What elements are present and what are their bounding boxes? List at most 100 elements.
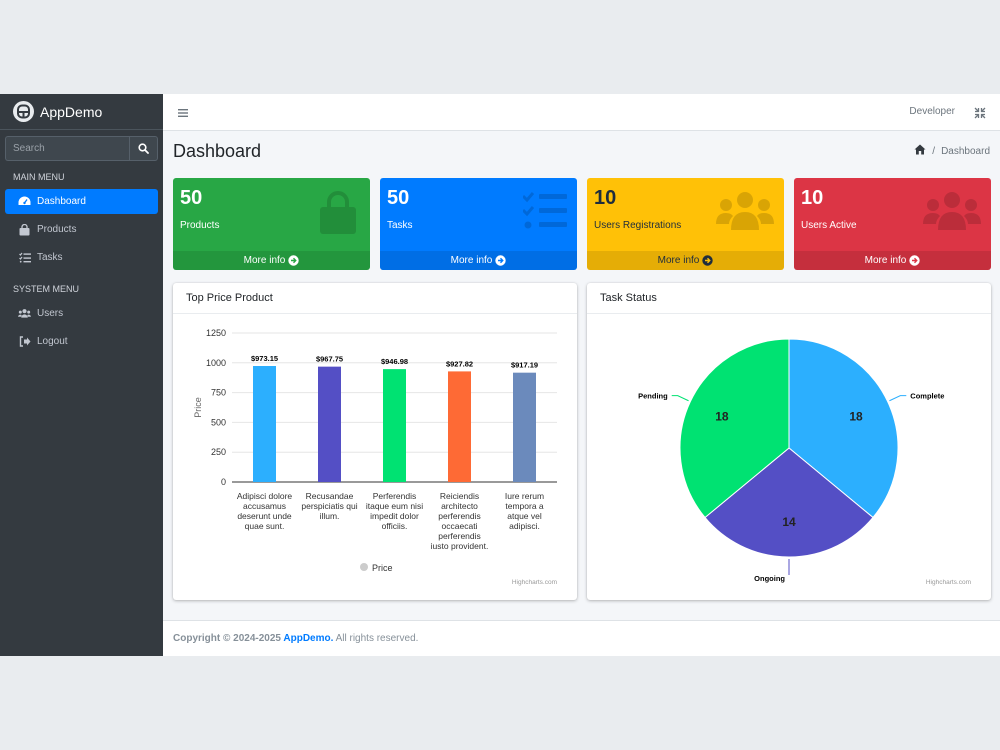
search-icon — [138, 143, 149, 154]
x-tick-label: perspiciatis qui — [301, 501, 357, 511]
bar[interactable] — [318, 366, 341, 482]
box-label: Tasks — [387, 220, 413, 231]
task-status-pie-chart: 18 Complete 14 Ongoing 18 Pending Highcharts.c… — [638, 338, 971, 586]
bar-data-label: $917.19 — [511, 361, 538, 370]
x-tick-label: Perferendis — [373, 491, 416, 501]
pie-slice[interactable] — [679, 338, 790, 519]
breadcrumb-separator: / — [932, 145, 936, 157]
y-tick-label: 0 — [221, 477, 226, 487]
slice-value-label: 18 — [849, 409, 863, 423]
x-tick-label: Iure rerum — [505, 491, 544, 501]
top-price-bar-chart: 0 250 500 750 1000 1250 Price $973.15 Adipisci d… — [193, 328, 557, 586]
top-price-product-card: Top Price Product 0 250 500 750 1000 1250 Pric… — [173, 283, 577, 600]
top-navbar: Developer — [163, 94, 1000, 131]
bar-data-label: $946.98 — [381, 357, 408, 366]
hamburger-menu-icon[interactable] — [177, 106, 189, 118]
slice-connector — [671, 395, 689, 402]
credits-text[interactable]: Highcharts.com — [512, 579, 557, 586]
footer-brand-link[interactable]: AppDemo. — [283, 633, 334, 644]
sidebar-item-label: Products — [37, 224, 77, 235]
shopping-bag-icon — [18, 223, 31, 236]
slice-connector — [889, 395, 907, 402]
x-tick-label: impedit dolor — [370, 511, 419, 521]
y-tick-label: 500 — [211, 417, 226, 427]
sidebar-item-label: Users — [37, 308, 64, 319]
small-box-user-registrations: 10 Users Registrations More info — [587, 178, 784, 270]
home-icon[interactable] — [914, 144, 926, 158]
search-button[interactable] — [129, 136, 158, 161]
logout-icon — [18, 336, 31, 348]
arrow-circle-right-icon — [702, 255, 714, 266]
box-value: 10 — [594, 187, 617, 209]
box-value: 50 — [180, 187, 203, 209]
arrow-circle-right-icon — [495, 255, 507, 266]
sidebar-item-dashboard[interactable]: Dashboard — [5, 189, 158, 214]
credits-text[interactable]: Highcharts.com — [926, 579, 971, 586]
list-check-icon — [18, 252, 31, 264]
breadcrumb: / Dashboard — [914, 144, 990, 158]
arrow-circle-right-icon — [288, 255, 300, 266]
sidebar-item-products[interactable]: Products — [5, 217, 158, 242]
slice-name-label: Pending — [638, 392, 668, 401]
system-menu-header: SYSTEM MENU — [13, 284, 80, 294]
bar-data-label: $927.82 — [446, 359, 473, 368]
pie-slice[interactable] — [788, 338, 899, 519]
dashboard-icon — [18, 196, 31, 208]
small-box-tasks: 50 Tasks More info — [380, 178, 577, 270]
x-tick-label: accusamus — [243, 501, 286, 511]
slice-value-label: 14 — [782, 515, 796, 529]
x-tick-label: officiis. — [382, 521, 408, 531]
users-icon — [18, 308, 31, 320]
more-info-link[interactable]: More info — [173, 251, 370, 270]
y-tick-label: 1000 — [206, 358, 226, 368]
x-tick-label: atque vel — [507, 511, 542, 521]
x-tick-label: perferendis — [438, 531, 481, 541]
more-info-link[interactable]: More info — [794, 251, 991, 270]
copyright-text: Copyright © 2024-2025 — [173, 633, 284, 644]
small-box-users-active: 10 Users Active More info — [794, 178, 991, 270]
bar[interactable] — [513, 372, 536, 482]
rights-text: All rights reserved. — [333, 633, 419, 644]
legend-label[interactable]: Price — [372, 563, 393, 573]
small-box-products: 50 Products More info — [173, 178, 370, 270]
y-axis-title: Price — [193, 397, 203, 418]
x-tick-label: deserunt unde — [237, 511, 292, 521]
more-info-link[interactable]: More info — [587, 251, 784, 270]
sidebar-item-tasks[interactable]: Tasks — [5, 245, 158, 270]
shopping-bag-icon — [316, 190, 360, 234]
users-icon — [716, 190, 774, 234]
sidebar-item-users[interactable]: Users — [5, 301, 158, 326]
slice-name-label: Ongoing — [754, 574, 785, 583]
brand-link[interactable]: AppDemo — [0, 94, 163, 130]
sidebar-search — [5, 136, 158, 161]
x-tick-label: iusto provident. — [431, 541, 489, 551]
x-tick-label: occaecati — [442, 521, 478, 531]
more-info-link[interactable]: More info — [380, 251, 577, 270]
user-menu[interactable]: Developer — [909, 106, 955, 117]
y-tick-label: 1250 — [206, 328, 226, 338]
sidebar-item-label: Logout — [37, 336, 68, 347]
x-tick-label: adipisci. — [509, 521, 540, 531]
footer: Copyright © 2024-2025 AppDemo. All right… — [163, 620, 1000, 656]
slice-name-label: Complete — [910, 392, 944, 401]
bar-data-label: $973.15 — [251, 354, 278, 363]
main-menu-header: MAIN MENU — [13, 172, 65, 182]
bar[interactable] — [383, 369, 406, 482]
bar[interactable] — [448, 371, 471, 482]
y-tick-label: 750 — [211, 388, 226, 398]
app-root: AppDemo MAIN MENU Dashboard Products — [0, 94, 1000, 656]
sidebar-item-logout[interactable]: Logout — [5, 329, 158, 354]
bar[interactable] — [253, 366, 276, 482]
x-tick-label: tempora a — [505, 501, 544, 511]
brand-logo-icon — [13, 101, 34, 122]
search-input[interactable] — [5, 136, 129, 161]
box-value: 10 — [801, 187, 824, 209]
x-tick-label: Reiciendis — [440, 491, 479, 501]
sidebar-item-label: Tasks — [37, 252, 63, 263]
compress-icon[interactable] — [974, 106, 986, 119]
x-tick-label: perferendis — [438, 511, 481, 521]
pie-slice[interactable] — [704, 447, 874, 558]
x-tick-label: Adipisci dolore — [237, 491, 293, 501]
card-title: Task Status — [587, 283, 991, 314]
legend-marker[interactable] — [360, 563, 368, 571]
